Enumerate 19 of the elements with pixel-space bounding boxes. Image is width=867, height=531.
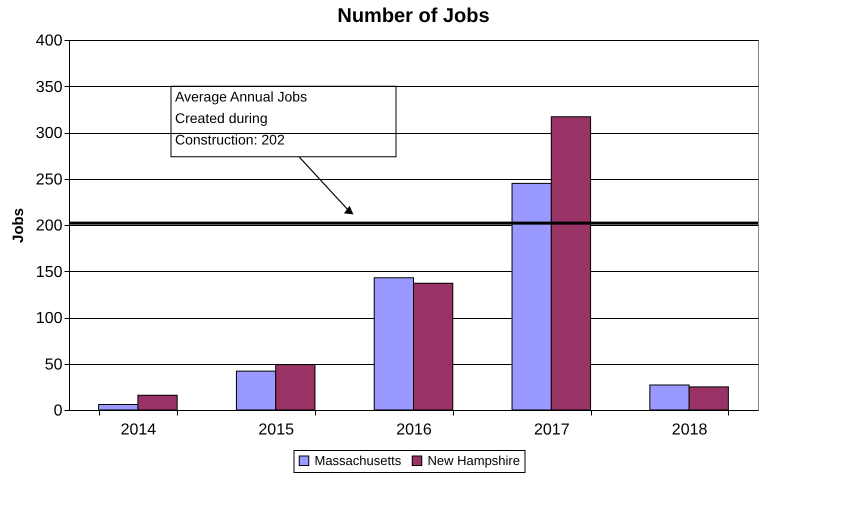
- chart-title: Number of Jobs: [337, 5, 490, 27]
- x-tick-label: 2016: [396, 422, 432, 438]
- y-tick-label: 350: [36, 78, 63, 96]
- y-tick-label: 100: [36, 310, 63, 327]
- y-tick-label: 150: [36, 264, 63, 281]
- legend-label: Massachusetts: [314, 452, 402, 468]
- y-tick-label: 200: [36, 218, 63, 234]
- y-tick-label: 50: [44, 356, 63, 374]
- x-tick-label: 2017: [534, 422, 570, 438]
- legend-label: New Hampshire: [428, 452, 520, 468]
- x-tick-label: 2018: [672, 422, 708, 438]
- y-tick-label: 0: [54, 402, 63, 420]
- x-tick-label: 2014: [120, 422, 156, 438]
- y-axis-title: Jobs: [10, 208, 27, 244]
- ref-line-label: Average Annual Jobs Created during Construction: 202: [175, 88, 308, 148]
- y-tick-label: 300: [36, 125, 63, 142]
- x-tick-label: 2015: [258, 422, 294, 438]
- y-tick-label: 400: [36, 32, 63, 50]
- y-tick-label: 250: [36, 171, 63, 188]
